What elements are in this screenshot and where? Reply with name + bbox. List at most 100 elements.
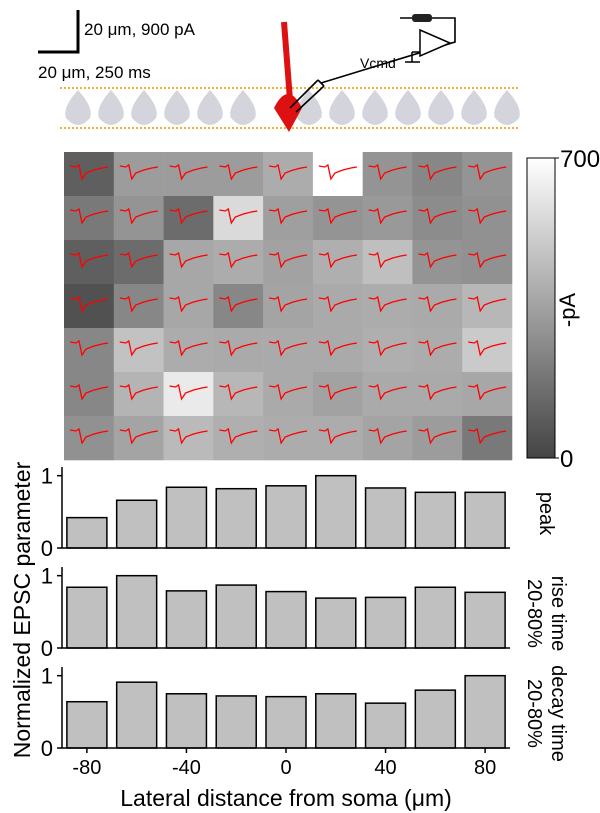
x-tick-label: 40 [374, 757, 396, 779]
heatmap-cell [363, 152, 413, 196]
heatmap-cell [363, 196, 413, 240]
heatmap-cell [363, 372, 413, 416]
bar [67, 518, 107, 548]
heatmap-cell [462, 328, 512, 372]
heatmap-cell [263, 372, 313, 416]
bar [266, 486, 306, 548]
bar [117, 500, 157, 548]
page: {"chart_data": [ {"type": "heatmap", "an… [0, 0, 600, 813]
bar [415, 690, 455, 748]
heatmap-cell [213, 416, 263, 460]
heatmap-cell [114, 416, 164, 460]
panel-label: peak [535, 492, 557, 536]
figure: 20 μm, 900 pA 20 μm, 250 ms Vcmd 0700-pA… [0, 0, 600, 813]
heatmap-cell [213, 240, 263, 284]
heatmap-cell [263, 284, 313, 328]
heatmap-cell [412, 372, 462, 416]
neuron [395, 90, 421, 125]
y-tick-label: 1 [41, 664, 53, 689]
bar [366, 488, 406, 548]
neuron [461, 90, 487, 125]
neuron [98, 90, 124, 125]
heatmap-cell [114, 372, 164, 416]
bar [366, 703, 406, 748]
heatmap-cell [114, 240, 164, 284]
x-tick-label: -40 [172, 757, 201, 779]
y-tick-label: 0 [41, 636, 53, 661]
heatmap-cell [313, 372, 363, 416]
scale-label: 20 μm, 250 ms [38, 63, 151, 82]
y-tick-label: 1 [41, 464, 53, 489]
neuron [164, 90, 190, 125]
y-axis-label: Normalized EPSC parameter [9, 461, 35, 758]
amplifier [420, 30, 450, 56]
x-tick-label: -80 [72, 757, 101, 779]
bar [166, 591, 206, 648]
heatmap-cell [263, 152, 313, 196]
heatmap-cell [164, 372, 214, 416]
bar [415, 492, 455, 548]
neuron [197, 90, 223, 125]
schematic: 20 μm, 900 pA 20 μm, 250 ms Vcmd [38, 10, 520, 132]
heatmap-cell [164, 284, 214, 328]
heatmap-cell [313, 328, 363, 372]
heatmap-cell [114, 284, 164, 328]
heatmap-cell [263, 328, 313, 372]
bar [465, 592, 505, 648]
scale-label: 20 μm, 900 pA [84, 20, 196, 39]
heatmap-cell [64, 416, 114, 460]
heatmap-cell [412, 328, 462, 372]
bar [266, 697, 306, 748]
neuron [362, 90, 388, 125]
heatmap-cell [412, 152, 462, 196]
heatmap-cell [164, 328, 214, 372]
x-axis-label: Lateral distance from soma (μm) [120, 785, 452, 811]
scale-bar [38, 10, 78, 52]
neuron [494, 90, 520, 125]
heatmap-cell [462, 284, 512, 328]
heatmap-cell [462, 152, 512, 196]
bar [316, 476, 356, 548]
bar [366, 597, 406, 648]
heatmap-cell [164, 196, 214, 240]
heatmap-cell [313, 196, 363, 240]
y-tick-label: 0 [41, 736, 53, 761]
heatmap-cell [164, 240, 214, 284]
neuron [65, 90, 91, 125]
bar [316, 694, 356, 748]
heatmap-cell [462, 416, 512, 460]
heatmap-cell [412, 240, 462, 284]
heatmap-cell [462, 372, 512, 416]
bar [415, 587, 455, 648]
bar [166, 487, 206, 548]
bar [465, 492, 505, 548]
heatmap-cell [114, 152, 164, 196]
heatmap-cell [412, 284, 462, 328]
bar [216, 489, 256, 548]
heatmap-cell [114, 328, 164, 372]
colorbar-label: -pA [555, 293, 580, 328]
bar [117, 576, 157, 648]
heatmap-cell [114, 196, 164, 240]
heatmap-cell [363, 284, 413, 328]
heatmap-cell [263, 196, 313, 240]
colorbar-tick-label: 0 [560, 446, 573, 473]
heatmap-cell [263, 416, 313, 460]
neuron [329, 90, 355, 125]
heatmap-cell [64, 284, 114, 328]
neuron [428, 90, 454, 125]
resistor [412, 14, 432, 22]
y-tick-label: 1 [41, 564, 53, 589]
heatmap-cell [64, 196, 114, 240]
bar [67, 702, 107, 748]
heatmap-cell [363, 240, 413, 284]
heatmap-cell [213, 284, 263, 328]
bar [67, 587, 107, 648]
heatmap-cell [412, 196, 462, 240]
heatmap-cell [363, 416, 413, 460]
bar [216, 696, 256, 748]
heatmap-cell [363, 328, 413, 372]
heatmap-cell [313, 240, 363, 284]
heatmap-cell [164, 152, 214, 196]
heatmap-cell [313, 284, 363, 328]
